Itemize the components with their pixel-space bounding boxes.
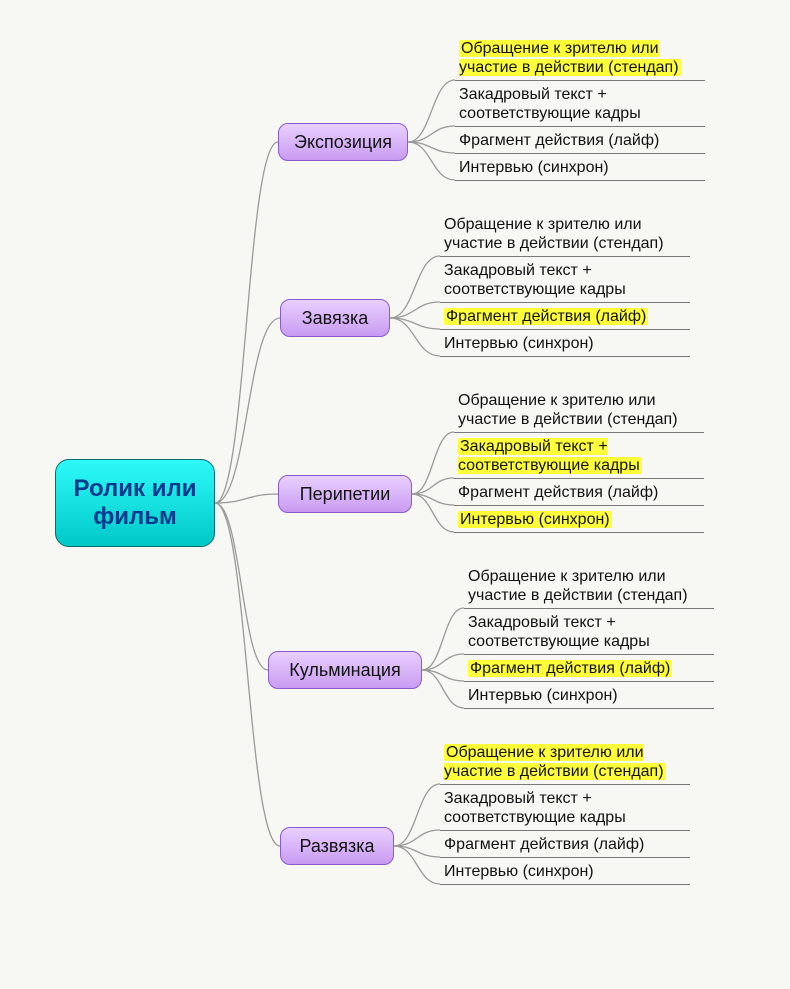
leaf-item[interactable]: Обращение к зрителю или участие в действ… bbox=[454, 387, 704, 433]
branch-peripeteia[interactable]: Перипетии bbox=[278, 475, 412, 513]
root-label: Ролик илифильм bbox=[74, 475, 197, 530]
leaf-text: Интервью (синхрон) bbox=[444, 863, 594, 880]
branch-label: Перипетии bbox=[300, 484, 391, 505]
leaf-item[interactable]: Фрагмент действия (лайф) bbox=[455, 127, 705, 154]
leaf-item[interactable]: Обращение к зрителю или участие в действ… bbox=[464, 563, 714, 609]
leaf-list-resolution: Обращение к зрителю или участие в действ… bbox=[440, 739, 690, 885]
leaf-list-setup: Обращение к зрителю или участие в действ… bbox=[440, 211, 690, 357]
leaf-text: Интервью (синхрон) bbox=[459, 159, 609, 176]
leaf-text: Обращение к зрителю или участие в действ… bbox=[459, 40, 681, 76]
leaf-text: Фрагмент действия (лайф) bbox=[444, 836, 644, 853]
leaf-item[interactable]: Фрагмент действия (лайф) bbox=[440, 303, 690, 330]
leaf-text: Закадровый текст + соответствующие кадры bbox=[468, 614, 650, 650]
leaf-item[interactable]: Обращение к зрителю или участие в действ… bbox=[455, 35, 705, 81]
leaf-item[interactable]: Фрагмент действия (лайф) bbox=[440, 831, 690, 858]
branch-climax[interactable]: Кульминация bbox=[268, 651, 422, 689]
leaf-list-peripeteia: Обращение к зрителю или участие в действ… bbox=[454, 387, 704, 533]
leaf-text: Закадровый текст + соответствующие кадры bbox=[444, 262, 626, 298]
branch-label: Развязка bbox=[299, 836, 374, 857]
leaf-text: Закадровый текст + соответствующие кадры bbox=[459, 86, 641, 122]
root-node[interactable]: Ролик илифильм bbox=[55, 459, 215, 547]
branch-setup[interactable]: Завязка bbox=[280, 299, 390, 337]
leaf-item[interactable]: Закадровый текст + соответствующие кадры bbox=[454, 433, 704, 479]
leaf-text: Обращение к зрителю или участие в действ… bbox=[468, 568, 688, 604]
leaf-text: Обращение к зрителю или участие в действ… bbox=[444, 744, 666, 780]
leaf-text: Фрагмент действия (лайф) bbox=[459, 132, 659, 149]
leaf-text: Закадровый текст + соответствующие кадры bbox=[458, 438, 642, 474]
leaf-item[interactable]: Закадровый текст + соответствующие кадры bbox=[440, 785, 690, 831]
leaf-text: Интервью (синхрон) bbox=[468, 687, 618, 704]
leaf-item[interactable]: Фрагмент действия (лайф) bbox=[454, 479, 704, 506]
leaf-list-climax: Обращение к зрителю или участие в действ… bbox=[464, 563, 714, 709]
branch-label: Экспозиция bbox=[294, 132, 392, 153]
branch-label: Кульминация bbox=[289, 660, 400, 681]
leaf-text: Интервью (синхрон) bbox=[444, 335, 594, 352]
branch-resolution[interactable]: Развязка bbox=[280, 827, 394, 865]
leaf-text: Фрагмент действия (лайф) bbox=[468, 660, 672, 677]
leaf-item[interactable]: Закадровый текст + соответствующие кадры bbox=[455, 81, 705, 127]
leaf-text: Обращение к зрителю или участие в действ… bbox=[458, 392, 678, 428]
leaf-item[interactable]: Закадровый текст + соответствующие кадры bbox=[440, 257, 690, 303]
leaf-list-exposition: Обращение к зрителю или участие в действ… bbox=[455, 35, 705, 181]
leaf-item[interactable]: Интервью (синхрон) bbox=[440, 858, 690, 885]
leaf-text: Фрагмент действия (лайф) bbox=[458, 484, 658, 501]
leaf-text: Интервью (синхрон) bbox=[458, 511, 612, 528]
leaf-item[interactable]: Интервью (синхрон) bbox=[455, 154, 705, 181]
leaf-item[interactable]: Фрагмент действия (лайф) bbox=[464, 655, 714, 682]
leaf-item[interactable]: Интервью (синхрон) bbox=[454, 506, 704, 533]
leaf-item[interactable]: Интервью (синхрон) bbox=[464, 682, 714, 709]
branch-exposition[interactable]: Экспозиция bbox=[278, 123, 408, 161]
leaf-item[interactable]: Закадровый текст + соответствующие кадры bbox=[464, 609, 714, 655]
leaf-text: Обращение к зрителю или участие в действ… bbox=[444, 216, 664, 252]
branch-label: Завязка bbox=[302, 308, 369, 329]
leaf-item[interactable]: Обращение к зрителю или участие в действ… bbox=[440, 211, 690, 257]
leaf-item[interactable]: Обращение к зрителю или участие в действ… bbox=[440, 739, 690, 785]
leaf-item[interactable]: Интервью (синхрон) bbox=[440, 330, 690, 357]
leaf-text: Фрагмент действия (лайф) bbox=[444, 308, 648, 325]
leaf-text: Закадровый текст + соответствующие кадры bbox=[444, 790, 626, 826]
